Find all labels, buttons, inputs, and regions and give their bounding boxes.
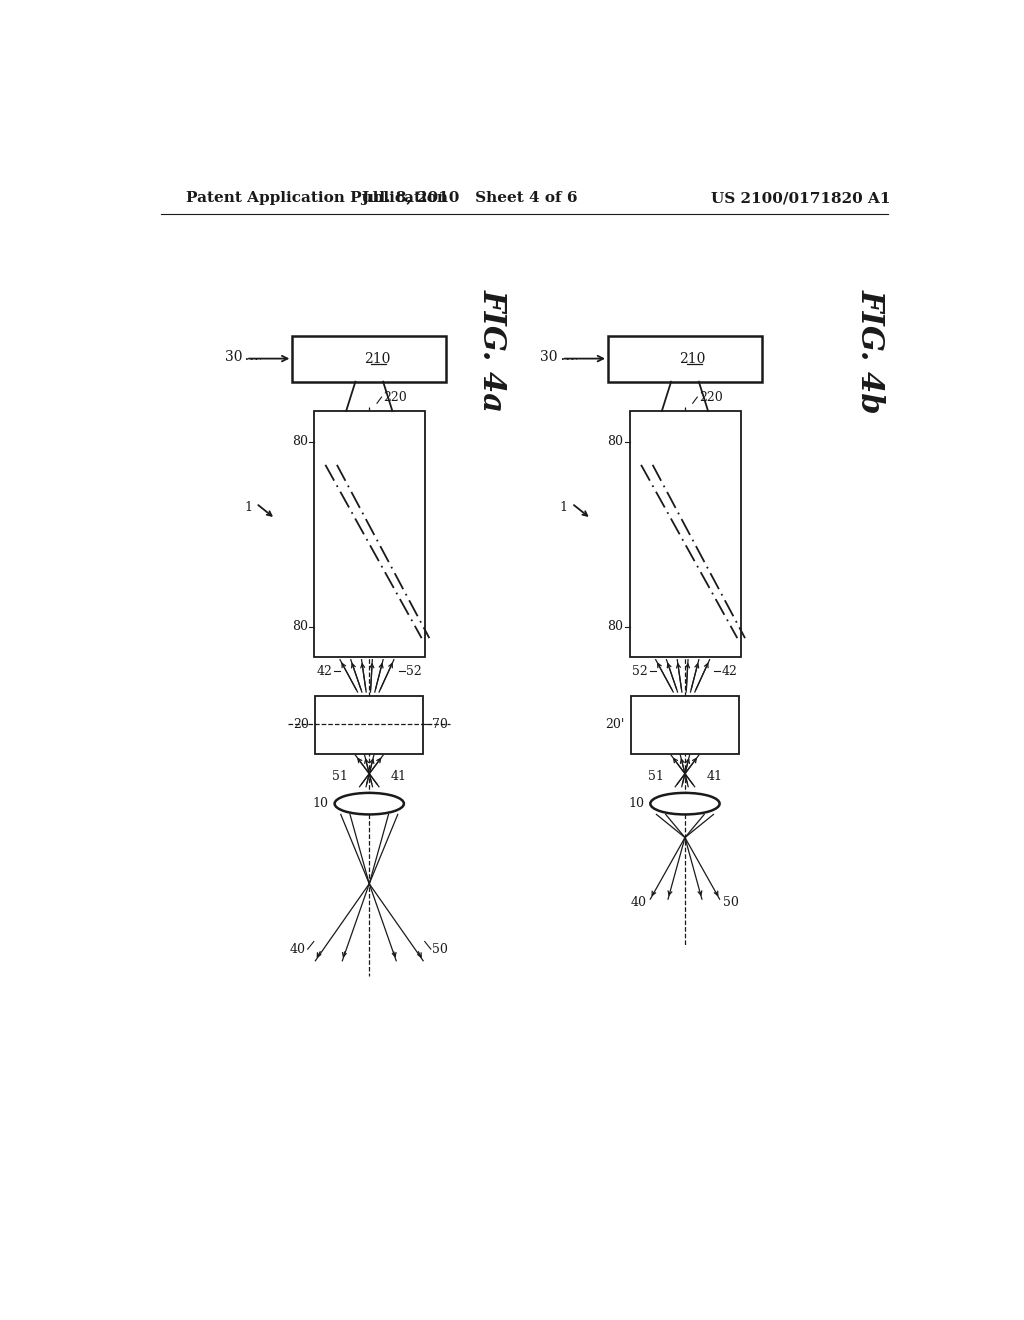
Text: FIG. 4a: FIG. 4a: [477, 289, 508, 412]
Ellipse shape: [335, 793, 403, 814]
Text: 210: 210: [680, 351, 706, 366]
Text: 20': 20': [605, 718, 625, 731]
Bar: [608, 335, 762, 381]
Text: 1: 1: [560, 500, 568, 513]
Text: 210: 210: [364, 351, 390, 366]
Text: 41: 41: [391, 770, 407, 783]
Text: 80: 80: [607, 436, 624, 449]
Bar: [313, 411, 425, 657]
Bar: [292, 335, 446, 381]
Text: 42: 42: [722, 665, 738, 677]
Text: 40: 40: [290, 942, 306, 956]
Text: 51: 51: [647, 770, 664, 783]
Text: 20: 20: [293, 718, 309, 731]
Bar: [630, 411, 741, 657]
Text: 10: 10: [312, 797, 329, 810]
Text: 70: 70: [432, 718, 449, 731]
Text: 51: 51: [332, 770, 348, 783]
Text: US 2100/0171820 A1: US 2100/0171820 A1: [711, 191, 890, 206]
Text: 1: 1: [244, 500, 252, 513]
Text: 80: 80: [292, 436, 307, 449]
Text: 52: 52: [632, 665, 648, 677]
Text: 42: 42: [316, 665, 333, 677]
Text: Patent Application Publication: Patent Application Publication: [186, 191, 449, 206]
Bar: [315, 696, 423, 754]
Text: 30: 30: [541, 350, 558, 364]
Text: 52: 52: [407, 665, 422, 677]
Ellipse shape: [650, 793, 720, 814]
Text: 40: 40: [631, 896, 646, 909]
Text: 50: 50: [432, 942, 449, 956]
Text: 10: 10: [628, 797, 644, 810]
Text: FIG. 4b: FIG. 4b: [854, 289, 886, 413]
Text: 80: 80: [292, 620, 307, 634]
Text: 41: 41: [707, 770, 723, 783]
Text: Jul. 8, 2010   Sheet 4 of 6: Jul. 8, 2010 Sheet 4 of 6: [361, 191, 578, 206]
Text: 220: 220: [383, 391, 407, 404]
Text: 80: 80: [607, 620, 624, 634]
Bar: [631, 696, 739, 754]
Text: 30: 30: [224, 350, 243, 364]
Text: 220: 220: [698, 391, 723, 404]
Text: 50: 50: [724, 896, 739, 909]
